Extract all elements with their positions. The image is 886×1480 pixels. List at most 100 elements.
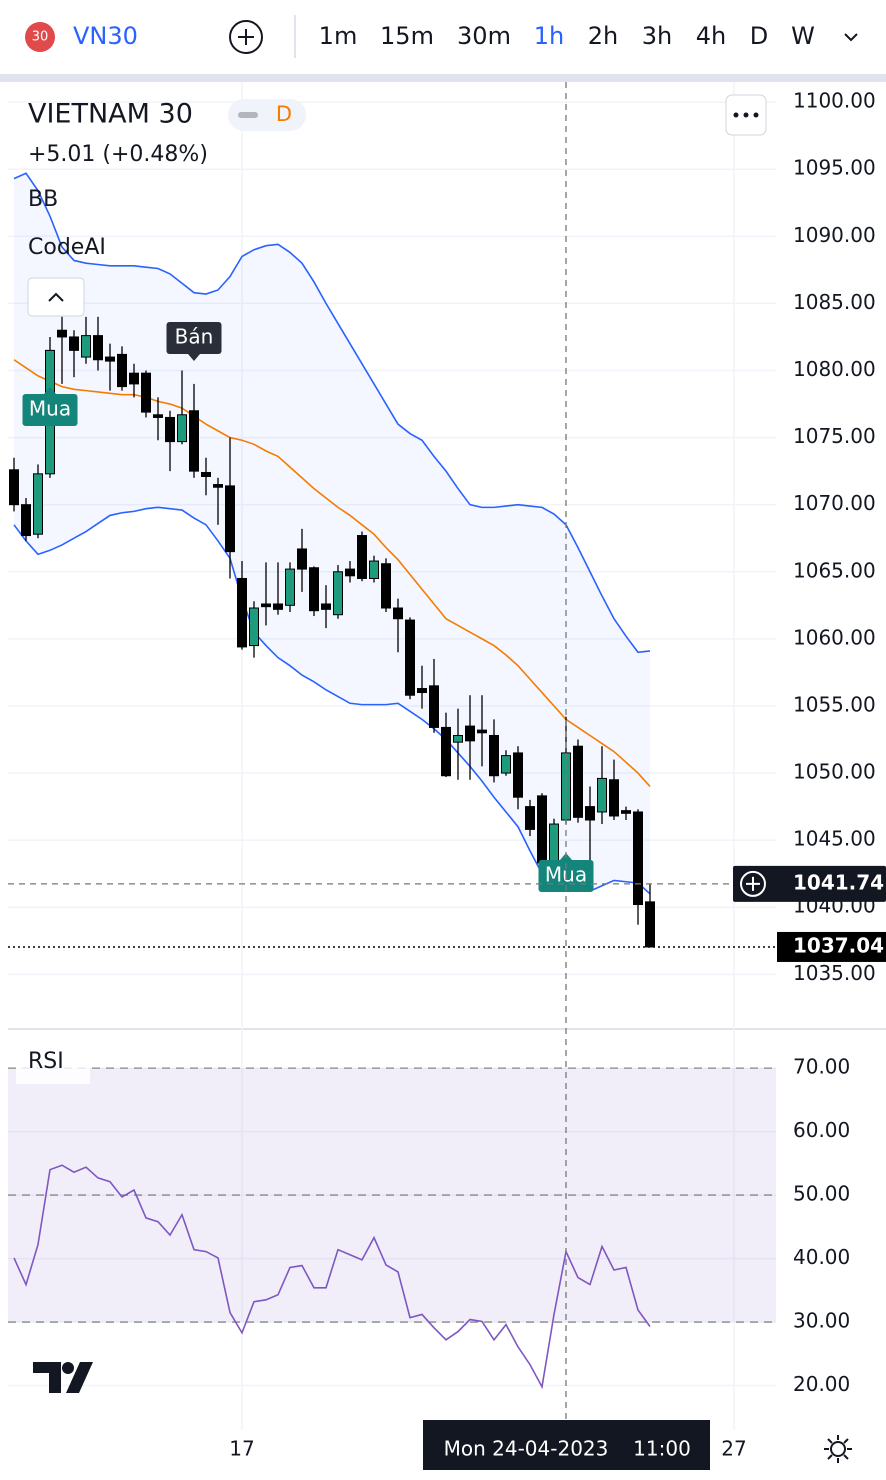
instrument-name: VIETNAM 30 <box>28 99 193 130</box>
y-tick-label: 1060.00 <box>793 625 876 649</box>
candle-body <box>309 567 319 612</box>
candle-body <box>585 806 595 821</box>
y-tick-label: 1075.00 <box>793 424 876 448</box>
pill-dot <box>238 112 258 118</box>
interval[interactable]: D <box>750 22 768 50</box>
more-icon <box>733 112 759 118</box>
candle-body <box>645 901 655 948</box>
add-symbol[interactable] <box>229 20 263 54</box>
candle-body <box>153 414 163 418</box>
plus-icon <box>238 29 254 45</box>
y-tick-label: 1070.00 <box>793 491 876 515</box>
y-tick-label: 60.00 <box>793 1118 850 1142</box>
y-tick-label: 40.00 <box>793 1245 850 1269</box>
timeframe: D <box>276 102 292 126</box>
more-intervals[interactable] <box>844 33 858 42</box>
symbol[interactable]: VN30 <box>73 22 138 50</box>
candle-body <box>165 416 175 443</box>
candle-body <box>81 335 91 358</box>
interval[interactable]: 30m <box>457 22 511 50</box>
candle-body <box>525 806 535 830</box>
crosshair-time: 11:00 <box>633 1437 691 1461</box>
candle-body <box>393 607 403 620</box>
crosshair-price-box <box>733 865 886 902</box>
candle-body <box>177 414 187 443</box>
candle-body <box>213 484 223 488</box>
signal-text: Bán <box>175 325 214 349</box>
candle-body <box>333 571 343 616</box>
intervals: 1m 15m 30m 1h 2h 3h 4h D W <box>319 22 815 50</box>
candle-body <box>573 745 583 818</box>
y-tick-label: 1090.00 <box>793 223 876 247</box>
plot: 1035.001040.001045.001050.001055.001060.… <box>8 82 886 1470</box>
signal-text: Mua <box>29 397 71 421</box>
rsi-line <box>13 1164 651 1390</box>
crosshair-date: Mon 24-04-2023 <box>444 1437 609 1461</box>
candle-body <box>477 729 487 734</box>
settings-icon[interactable] <box>824 1435 852 1463</box>
candle-body <box>285 568 295 606</box>
y-tick-label: 1085.00 <box>793 290 876 314</box>
candle-body <box>69 336 79 351</box>
candle-body <box>189 410 199 472</box>
y-tick-label: 30.00 <box>793 1309 850 1333</box>
candle-body <box>321 603 331 610</box>
candle-body <box>237 577 247 648</box>
x-tick-label: 27 <box>721 1437 746 1461</box>
interval[interactable]: 3h <box>642 22 672 50</box>
candle-body <box>513 752 523 798</box>
y-tick-label: 1095.00 <box>793 156 876 180</box>
candle-body <box>597 777 607 813</box>
collapse-button[interactable] <box>27 277 85 317</box>
interval[interactable]: 15m <box>380 22 434 50</box>
candle-body <box>453 734 463 743</box>
y-tick-label: 1100.00 <box>793 89 876 113</box>
crosshair-add <box>740 870 766 897</box>
y-tick-label: 70.00 <box>793 1055 850 1079</box>
candle-body <box>141 372 151 413</box>
signal-pointer <box>188 354 200 361</box>
candle-body <box>21 504 31 537</box>
last-price-box <box>777 931 886 962</box>
candle-body <box>129 372 139 385</box>
candle-body <box>357 535 367 579</box>
collapse-icon <box>48 292 64 302</box>
timeframe-pill <box>228 99 306 131</box>
candle-body <box>537 795 547 864</box>
crosshair-price: 1041.74 <box>793 870 884 894</box>
x-tick-label: 17 <box>229 1437 254 1461</box>
indicator-codeai: CodeAI <box>28 235 106 260</box>
crosshair-plus <box>746 876 760 891</box>
y-tick-label: 50.00 <box>793 1182 850 1206</box>
interval[interactable]: W <box>791 22 815 50</box>
y-tick-label: 1055.00 <box>793 692 876 716</box>
candle-body <box>633 811 643 906</box>
change: +5.01 (+0.48%) <box>28 142 208 167</box>
symbol-badge <box>25 22 55 52</box>
candle-body <box>249 607 259 647</box>
candle-body <box>621 810 631 814</box>
logo <box>33 1362 93 1393</box>
crosshair-time-box <box>423 1420 710 1470</box>
y-tick-label: 1065.00 <box>793 558 876 582</box>
candle-body <box>117 353 127 388</box>
interval[interactable]: 2h <box>588 22 618 50</box>
candle-body <box>429 685 439 728</box>
candle-body <box>501 755 511 774</box>
signal-label <box>166 322 222 354</box>
bb-middle <box>13 359 651 788</box>
candle-body <box>381 563 391 609</box>
candle-body <box>201 471 211 478</box>
interval[interactable]: 4h <box>696 22 726 50</box>
candle-body <box>345 568 355 577</box>
interval[interactable]: 1h <box>534 22 564 50</box>
last-price-label: 1037.04 <box>793 933 884 957</box>
bb-upper <box>13 172 651 654</box>
candle-body <box>369 560 379 579</box>
candle-body <box>441 726 451 777</box>
interval[interactable]: 1m <box>319 22 358 50</box>
badge-text: 30 <box>32 30 49 45</box>
pane-separator <box>8 1028 886 1030</box>
candle-body <box>609 779 619 817</box>
